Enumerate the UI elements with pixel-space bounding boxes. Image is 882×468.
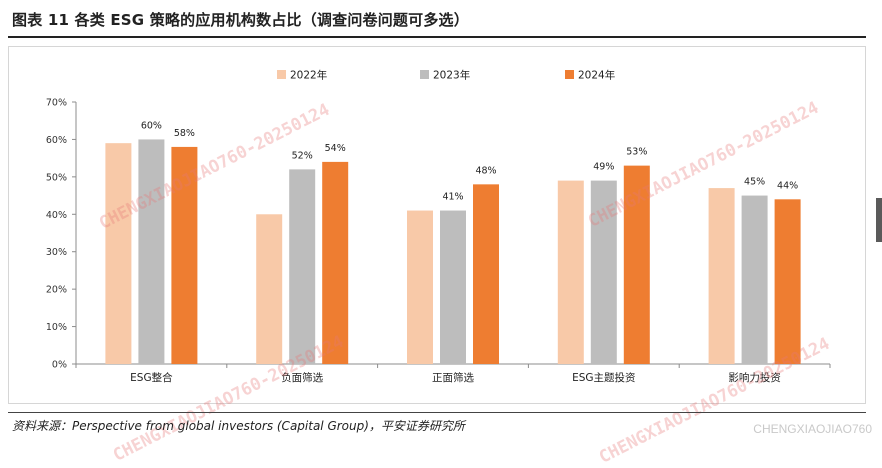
source-note: 资料来源：Perspective from global investors (… xyxy=(12,419,465,433)
bar-chart: 0% 10% 20% 30% 40% 50% 60% 70% ESG整合 负面筛选 正面筛选 ESG主… xyxy=(46,69,831,384)
data-label: 60% xyxy=(141,120,162,131)
bar xyxy=(138,139,165,364)
legend-label: 2022年 xyxy=(290,69,327,82)
data-label: 48% xyxy=(475,165,496,176)
watermark-plain: CHENGXIAOJIAO760 xyxy=(753,422,872,436)
y-tick-label: 60% xyxy=(46,135,67,146)
bar xyxy=(256,214,283,364)
figure-title: 图表 11 各类 ESG 策略的应用机构数占比（调查问卷问题可多选） xyxy=(12,11,469,29)
data-label: 45% xyxy=(744,177,765,188)
bar xyxy=(289,169,316,364)
bar xyxy=(171,146,198,364)
source-rule xyxy=(8,412,866,413)
page-edge-marker xyxy=(876,198,882,242)
bar xyxy=(741,195,768,364)
chart-frame xyxy=(8,46,866,404)
legend-swatch xyxy=(420,70,429,79)
y-tick-label: 40% xyxy=(46,210,67,221)
y-tick-label: 0% xyxy=(52,360,67,371)
data-label: 49% xyxy=(593,162,614,173)
legend-swatch xyxy=(277,70,286,79)
data-label: 58% xyxy=(174,128,195,139)
bar xyxy=(105,143,132,364)
legend-swatch xyxy=(565,70,574,79)
y-tick-label: 20% xyxy=(46,285,67,296)
y-tick-label: 10% xyxy=(46,322,67,333)
bar xyxy=(473,184,499,364)
bar xyxy=(590,180,617,364)
y-tick-label: 70% xyxy=(46,98,67,109)
data-label: 44% xyxy=(777,180,798,191)
legend-label: 2024年 xyxy=(578,69,615,82)
y-tick-label: 30% xyxy=(46,247,67,258)
bar xyxy=(557,180,584,364)
legend-label: 2023年 xyxy=(433,69,470,82)
bar xyxy=(322,161,349,364)
data-label: 54% xyxy=(325,143,346,154)
data-label: 52% xyxy=(292,150,313,161)
bar xyxy=(407,210,433,364)
x-category-label: 负面筛选 xyxy=(281,371,323,384)
x-category-label: ESG主题投资 xyxy=(572,371,635,384)
data-label: 41% xyxy=(442,192,463,203)
data-label: 53% xyxy=(626,147,647,158)
bar xyxy=(623,165,650,364)
y-tick-label: 50% xyxy=(46,172,67,183)
x-category-label: 影响力投资 xyxy=(728,371,781,384)
bar xyxy=(774,199,801,364)
bar xyxy=(440,210,466,364)
x-category-label: ESG整合 xyxy=(130,371,173,384)
bar xyxy=(708,188,735,364)
x-category-label: 正面筛选 xyxy=(432,371,474,384)
title-rule xyxy=(8,36,866,38)
